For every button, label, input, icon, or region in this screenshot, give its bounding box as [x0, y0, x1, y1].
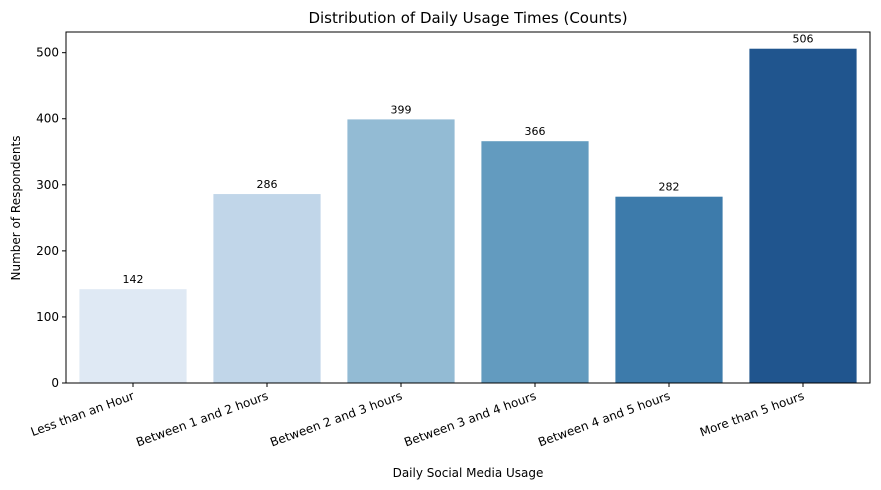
bar	[213, 194, 321, 383]
y-tick-label: 400	[36, 112, 59, 126]
x-tick-label: Between 1 and 2 hours	[134, 389, 270, 450]
data-label: 399	[391, 103, 412, 116]
y-tick-label: 500	[36, 46, 59, 60]
y-tick-label: 0	[51, 376, 59, 390]
data-label: 286	[257, 178, 278, 191]
plot-area: 0 100 200 300 400 500 142 Less than an Hour 286 B…	[29, 33, 857, 450]
y-tick-label: 300	[36, 178, 59, 192]
x-tick-label: Less than an Hour	[29, 389, 136, 439]
bar	[749, 48, 857, 383]
y-tick-label: 100	[36, 310, 59, 324]
x-tick-label: More than 5 hours	[698, 389, 806, 440]
bar	[615, 196, 723, 383]
data-label: 282	[659, 181, 680, 194]
data-label: 366	[525, 125, 546, 138]
x-tick-label: Between 4 and 5 hours	[536, 389, 672, 450]
bar	[481, 141, 589, 383]
data-label: 506	[793, 33, 814, 46]
bar	[79, 289, 187, 383]
y-tick-label: 200	[36, 244, 59, 258]
y-axis-label: Number of Respondents	[9, 136, 23, 281]
chart-title: Distribution of Daily Usage Times (Count…	[308, 9, 627, 27]
bar	[347, 119, 455, 383]
data-label: 142	[123, 273, 144, 286]
x-axis-label: Daily Social Media Usage	[393, 466, 544, 480]
x-tick-label: Between 3 and 4 hours	[402, 389, 538, 450]
x-tick-label: Between 2 and 3 hours	[268, 389, 404, 450]
plot-frame	[65, 31, 871, 384]
